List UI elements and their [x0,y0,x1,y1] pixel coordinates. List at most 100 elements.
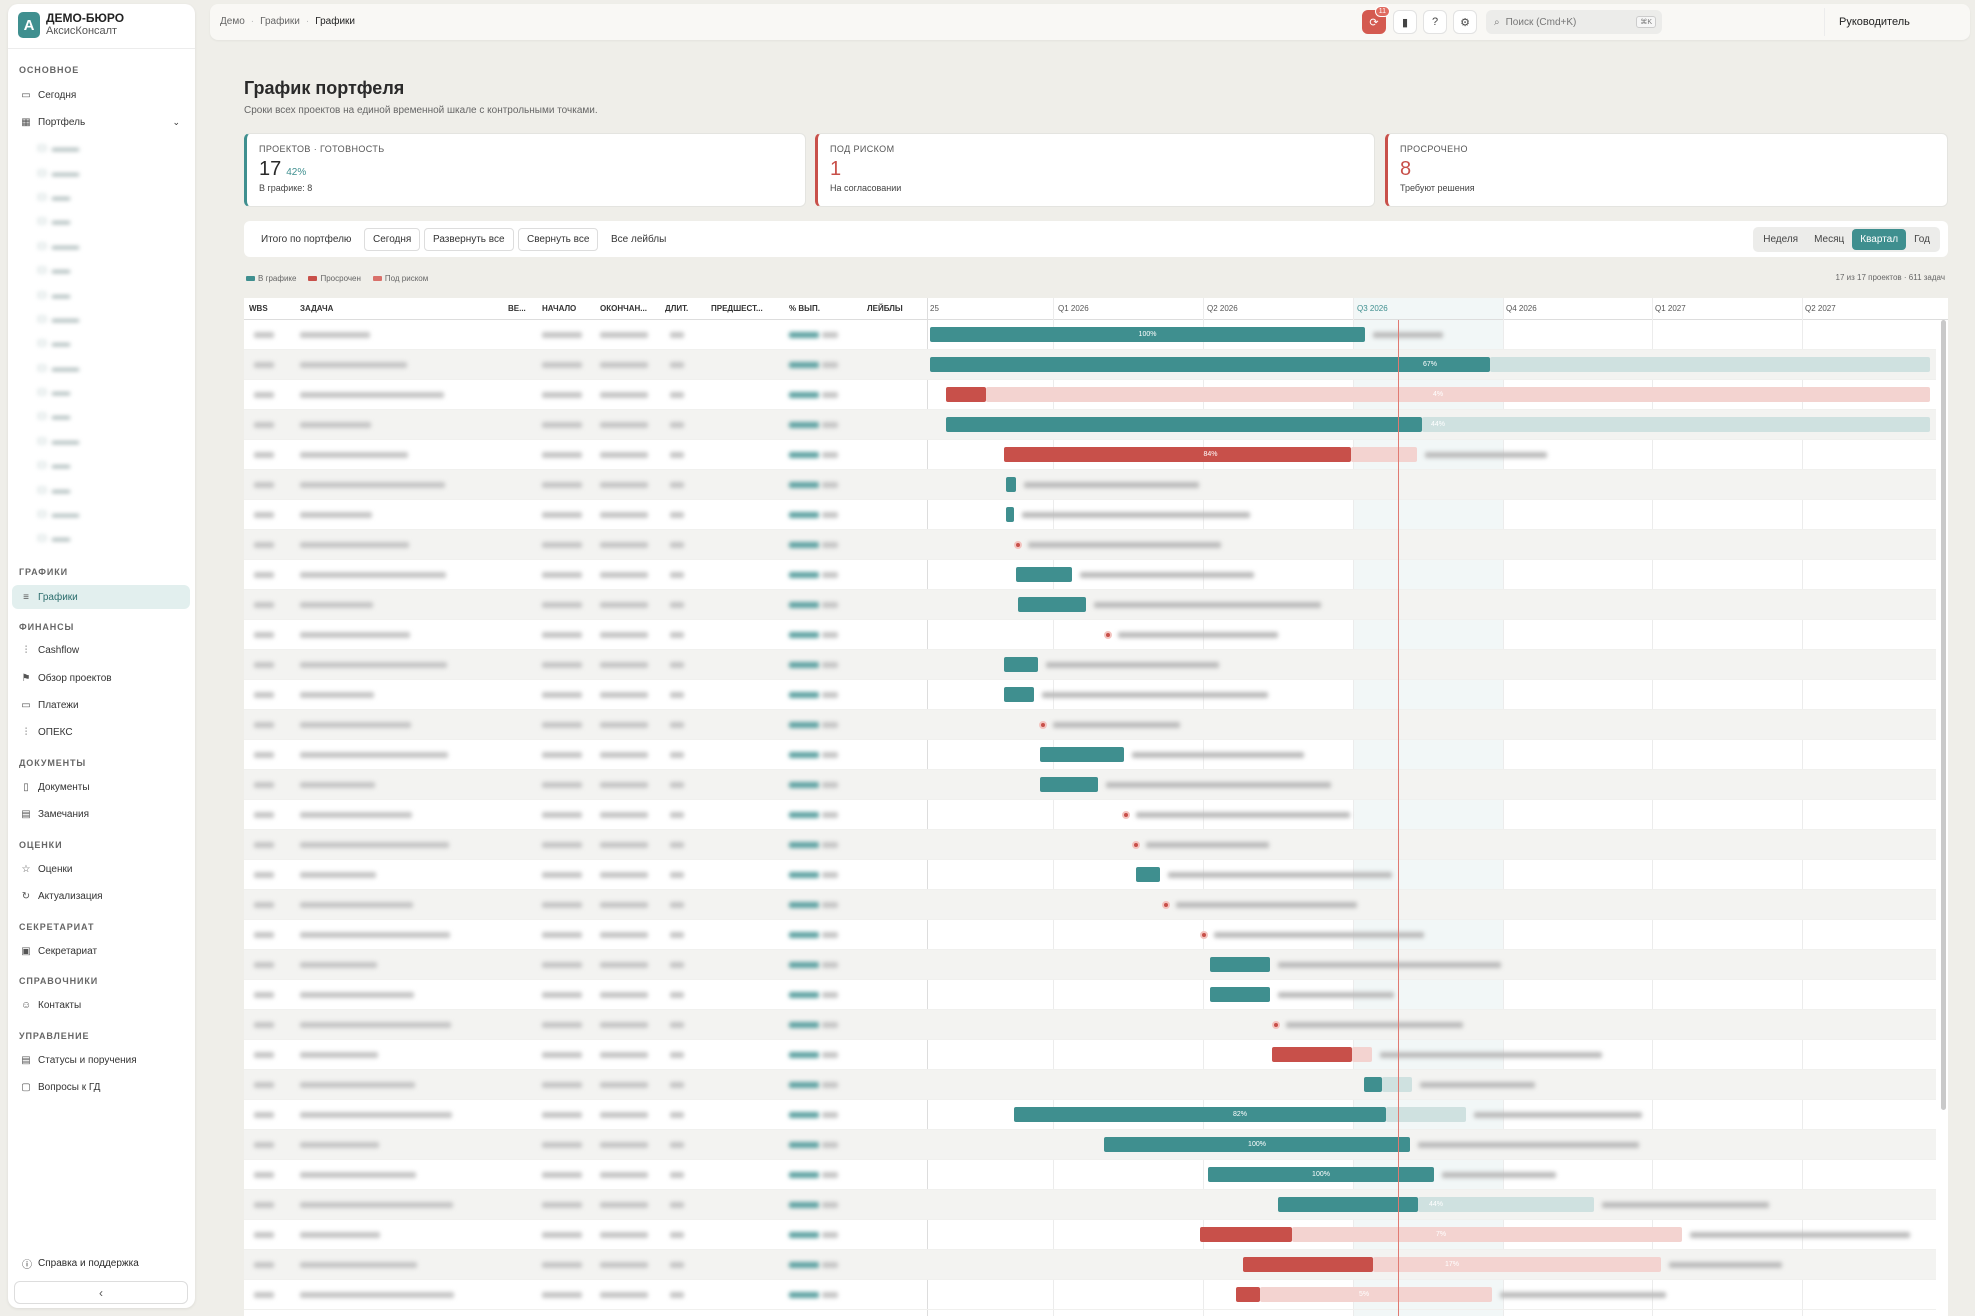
list-item[interactable]: ▬▬ [26,477,191,501]
labels-filter[interactable]: Все лейблы [602,228,676,251]
scale-month[interactable]: Месяц [1814,234,1845,245]
gantt-bar[interactable] [946,387,986,402]
list-item[interactable]: ▬▬ [26,404,191,428]
sidebar-item-questions[interactable]: ▢ Вопросы к ГД [12,1075,190,1099]
portfolio-total-button[interactable]: Итого по портфелю [252,228,361,251]
list-item[interactable]: ▬▬ [26,380,191,404]
gantt-bar-remaining[interactable] [1351,447,1417,462]
list-item[interactable]: ▬▬▬ [26,160,191,184]
scale-year[interactable]: Год [1914,234,1930,245]
list-item[interactable]: ▬▬ [26,185,191,209]
sidebar-item-actualization[interactable]: ↻ Актуализация [12,884,190,908]
milestone-marker[interactable] [1132,841,1140,849]
gantt-bar[interactable] [1208,1167,1434,1182]
collapse-all-button[interactable]: Свернуть все [518,228,599,251]
gantt-bar-remaining[interactable] [1260,1287,1492,1302]
gantt-bar[interactable] [1006,507,1014,522]
col-predecessors[interactable]: ПРЕДШЕСТ... [711,304,763,313]
sidebar-item-secretariat[interactable]: ▣ Секретариат [12,939,190,963]
milestone-marker[interactable] [1200,931,1208,939]
table-row[interactable]: 100% [244,1130,1936,1160]
table-row[interactable] [244,680,1936,710]
table-row[interactable] [244,710,1936,740]
gantt-bar-remaining[interactable] [1382,1077,1412,1092]
sidebar-item-remarks[interactable]: ▤ Замечания [12,802,190,826]
table-row[interactable] [244,950,1936,980]
sidebar-item-documents[interactable]: ▯ Документы [12,775,190,799]
table-row[interactable]: 44% [244,410,1936,440]
table-row[interactable] [244,650,1936,680]
sidebar-item-ratings[interactable]: ☆ Оценки [12,857,190,881]
sidebar-item-today[interactable]: ▭ Сегодня [12,83,190,107]
vertical-scrollbar[interactable] [1941,320,1946,1110]
expand-all-button[interactable]: Развернуть все [424,228,514,251]
list-item[interactable]: ▬▬ [26,526,191,550]
gantt-bar-remaining[interactable] [1352,1047,1372,1062]
gantt-bar[interactable] [1018,597,1086,612]
sidebar-item-charts[interactable]: ≡ Графики [12,585,190,609]
table-row[interactable] [244,560,1936,590]
list-item[interactable]: ▬▬▬ [26,136,191,160]
col-weight[interactable]: ВЕ... [508,304,526,313]
table-row[interactable] [244,740,1936,770]
table-row[interactable] [244,620,1936,650]
table-row[interactable] [244,830,1936,860]
breadcrumb-item[interactable]: Демо [220,16,245,27]
table-row[interactable]: 84% [244,440,1936,470]
table-row[interactable]: 100% [244,320,1936,350]
sidebar-item-portfolio[interactable]: ▦ Портфель ⌄ [12,110,190,134]
table-row[interactable] [244,920,1936,950]
table-row[interactable] [244,800,1936,830]
collapse-sidebar-button[interactable]: ‹ [14,1281,188,1304]
gantt-bar[interactable] [1004,657,1038,672]
sidebar-item-contacts[interactable]: ☺ Контакты [12,993,190,1017]
milestone-marker[interactable] [1014,541,1022,549]
milestone-marker[interactable] [1272,1021,1280,1029]
gantt-bar[interactable] [930,327,1365,342]
gantt-bar[interactable] [930,357,1490,372]
list-item[interactable]: ▬▬▬ [26,307,191,331]
today-button[interactable]: Сегодня [364,228,421,251]
list-item[interactable]: ▬▬ [26,282,191,306]
col-progress[interactable]: % ВЫП. [789,304,820,313]
notifications-button[interactable]: ⟳ 11 [1362,6,1390,34]
help-link[interactable]: ⓘ Справка и поддержка [22,1256,139,1271]
gantt-bar[interactable] [1016,567,1072,582]
table-row[interactable] [244,860,1936,890]
table-row[interactable]: 82% [244,1100,1936,1130]
help-button[interactable]: ? [1423,10,1447,34]
col-start[interactable]: НАЧАЛО [542,304,577,313]
table-row[interactable] [244,590,1936,620]
gantt-bar[interactable] [1236,1287,1260,1302]
gantt-bar[interactable] [1278,1197,1418,1212]
table-row[interactable] [244,470,1936,500]
scale-week[interactable]: Неделя [1763,234,1799,245]
gantt-bar[interactable] [1136,867,1160,882]
gantt-bar[interactable] [1004,687,1034,702]
table-row[interactable] [244,1010,1936,1040]
sidebar-item-cashflow[interactable]: ⫶ Cashflow [12,638,190,662]
gantt-bar[interactable] [946,417,1422,432]
brand[interactable]: А ДЕМО-БЮРО АксисКонсалт [18,12,124,38]
milestone-marker[interactable] [1104,631,1112,639]
col-duration[interactable]: ДЛИТ. [665,304,689,313]
col-wbs[interactable]: WBS [249,304,268,313]
scale-quarter[interactable]: Квартал [1852,229,1907,250]
mobile-button[interactable]: ▮ [1393,10,1417,34]
table-row[interactable] [244,500,1936,530]
gantt-bar[interactable] [1210,957,1270,972]
gantt-bar[interactable] [1364,1077,1382,1092]
gantt-bar[interactable] [1040,747,1124,762]
sidebar-item-projects-overview[interactable]: ⚑ Обзор проектов [12,666,190,690]
gantt-bar-remaining[interactable] [986,387,1930,402]
col-end[interactable]: ОКОНЧАН... [600,304,647,313]
list-item[interactable]: ▬▬▬ [26,356,191,380]
gantt-bar[interactable] [1006,477,1016,492]
sidebar-item-opex[interactable]: ⫶ ОПЕКС [12,720,190,744]
sidebar-item-payments[interactable]: ▭ Платежи [12,693,190,717]
list-item[interactable]: ▬▬▬ [26,429,191,453]
gantt-bar-remaining[interactable] [1386,1107,1466,1122]
gantt-bar-remaining[interactable] [1373,1257,1661,1272]
milestone-marker[interactable] [1039,721,1047,729]
milestone-marker[interactable] [1162,901,1170,909]
